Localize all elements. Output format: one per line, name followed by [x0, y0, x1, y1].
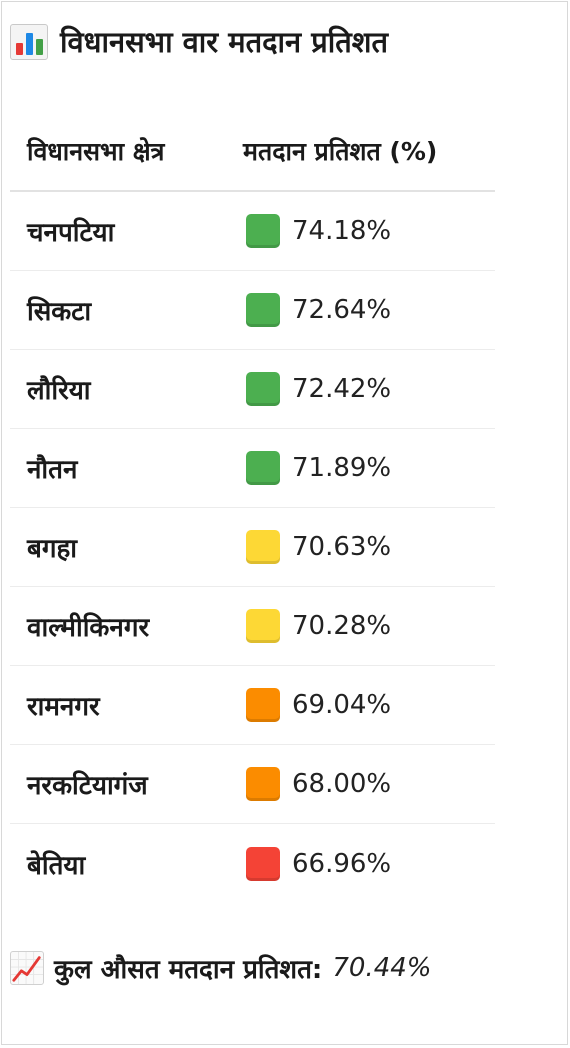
- status-square-icon: [246, 451, 280, 485]
- turnout-value: 69.04%: [292, 690, 392, 720]
- status-square-icon: [246, 530, 280, 564]
- turnout-cell: 71.89%: [243, 451, 495, 485]
- table-row: रामनगर 69.04%: [10, 666, 495, 745]
- constituency-name: लौरिया: [27, 376, 91, 406]
- turnout-cell: 72.64%: [243, 293, 495, 327]
- constituency-name: नरकटियागंज: [27, 771, 148, 801]
- status-square-icon: [246, 767, 280, 801]
- constituency-name: वाल्मीकिनगर: [27, 613, 150, 643]
- turnout-cell: 70.28%: [243, 609, 495, 643]
- turnout-cell: 74.18%: [243, 214, 495, 248]
- turnout-value: 72.42%: [292, 374, 392, 404]
- constituency-name: नौतन: [27, 455, 78, 485]
- constituency-name: रामनगर: [27, 692, 100, 722]
- page-title: विधानसभा वार मतदान प्रतिशत: [10, 22, 388, 61]
- table-header: विधानसभा क्षेत्र मतदान प्रतिशत (%): [10, 112, 495, 192]
- table-row: नरकटियागंज 68.00%: [10, 745, 495, 824]
- average-summary: कुल औसत मतदान प्रतिशत: 70.44%: [10, 950, 431, 986]
- status-square-icon: [246, 688, 280, 722]
- status-square-icon: [246, 293, 280, 327]
- constituency-name: सिकटा: [27, 297, 92, 327]
- constituency-name: बगहा: [27, 534, 78, 564]
- turnout-cell: 72.42%: [243, 372, 495, 406]
- page-title-text: विधानसभा वार मतदान प्रतिशत: [60, 25, 389, 59]
- status-square-icon: [246, 372, 280, 406]
- header-turnout: मतदान प्रतिशत (%): [243, 137, 438, 166]
- table-row: लौरिया 72.42%: [10, 350, 495, 429]
- turnout-cell: 66.96%: [243, 846, 495, 881]
- table-row: बेतिया 66.96%: [10, 824, 495, 903]
- table-row: नौतन 71.89%: [10, 429, 495, 508]
- status-square-icon: [246, 214, 280, 248]
- constituency-name: बेतिया: [27, 850, 86, 881]
- turnout-table: विधानसभा क्षेत्र मतदान प्रतिशत (%) चनपटि…: [10, 112, 495, 903]
- turnout-value: 66.96%: [292, 848, 392, 879]
- table-row: सिकटा 72.64%: [10, 271, 495, 350]
- table-row: वाल्मीकिनगर 70.28%: [10, 587, 495, 666]
- status-square-icon: [246, 609, 280, 643]
- trend-up-icon: [10, 951, 44, 985]
- bar-chart-icon: [10, 23, 48, 60]
- turnout-value: 71.89%: [292, 453, 392, 483]
- status-square-icon: [246, 846, 280, 881]
- header-constituency: विधानसभा क्षेत्र: [27, 137, 165, 166]
- turnout-value: 72.64%: [292, 295, 392, 325]
- constituency-name: चनपटिया: [27, 218, 115, 248]
- average-value: 70.44%: [332, 953, 432, 983]
- turnout-cell: 68.00%: [243, 767, 495, 801]
- turnout-cell: 70.63%: [243, 530, 495, 564]
- turnout-value: 70.28%: [292, 611, 392, 641]
- average-label: कुल औसत मतदान प्रतिशत:: [54, 955, 323, 985]
- turnout-value: 68.00%: [292, 769, 392, 799]
- turnout-value: 74.18%: [292, 216, 392, 246]
- table-row: बगहा 70.63%: [10, 508, 495, 587]
- table-row: चनपटिया 74.18%: [10, 192, 495, 271]
- turnout-cell: 69.04%: [243, 688, 495, 722]
- turnout-value: 70.63%: [292, 532, 392, 562]
